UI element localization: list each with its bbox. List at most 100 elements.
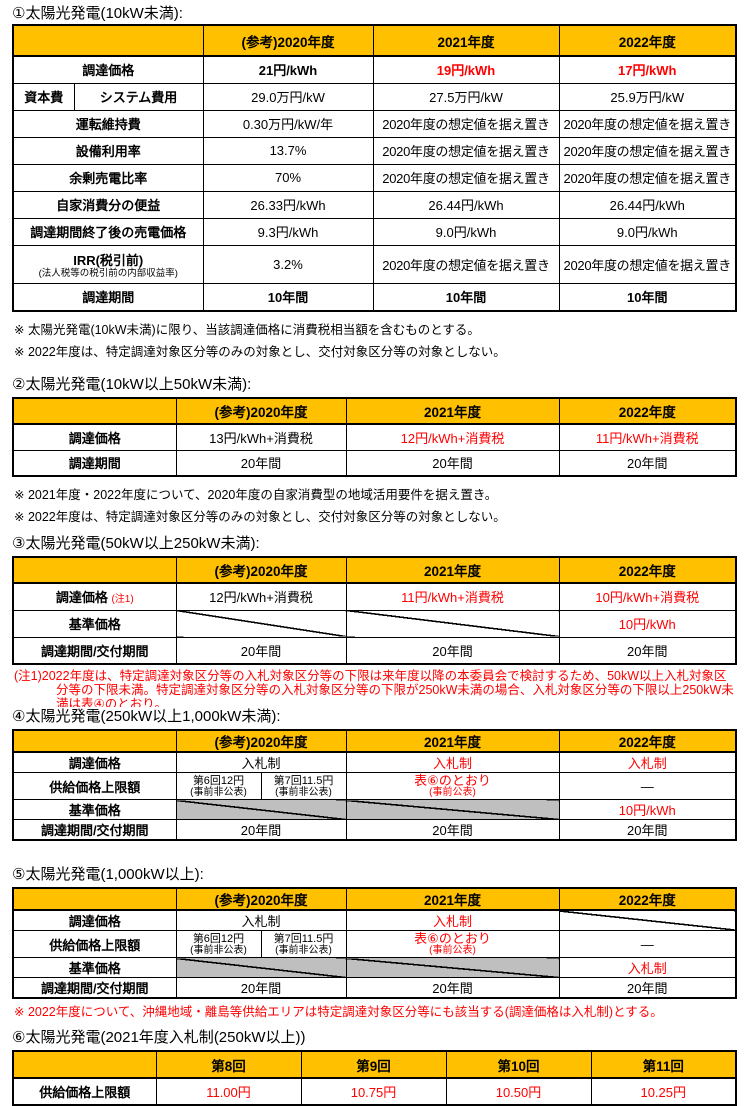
value-cell: 10.25円 — [590, 1077, 737, 1106]
row-procurement-grant-period: 調達期間/交付期間 20年間 20年間 20年間 — [12, 977, 737, 999]
irr-label: IRR(税引前) — [73, 252, 144, 268]
value-cell: 20年間 — [345, 636, 560, 665]
row-label-cell: 調達期間/交付期間 — [12, 819, 177, 841]
value-cell: 2020年度の想定値を据え置き — [558, 244, 737, 284]
row-capital-cost: 資本費 システム費用 29.0万円/kW 27.5万円/kW 25.9万円/kW — [12, 82, 737, 111]
section3-title: ③太陽光発電(50kW以上250kW未満): — [12, 535, 260, 552]
table-header-row: (参考)2020年度 2021年度 2022年度 — [12, 24, 737, 57]
section3-note: (注1)2022年度は、特定調達対象区分等の入札対象区分等の下限は来年度以降の本… — [14, 669, 734, 707]
value-cell: 2020年度の想定値を据え置き — [558, 163, 737, 192]
value-cell: 10年間 — [372, 282, 560, 312]
value-cell: 26.44円/kWh — [558, 190, 737, 219]
section2-notes: ※ 2021年度・2022年度について、2020年度の自家消費型の地域活用要件を… — [14, 485, 735, 528]
crossed-out-gray-cell — [175, 799, 347, 820]
row-supply-price-cap: 供給価格上限額 第6回12円 (事前非公表) 第7回11.5円 (事前非公表) … — [12, 772, 737, 800]
row-base-price: 基準価格 10円/kWh — [12, 799, 737, 820]
row-label-cell: 調達価格 — [12, 751, 177, 773]
value-cell: 12円/kWh+消費税 — [175, 582, 347, 611]
cap-round6-cell: 第6回12円 (事前非公表) — [175, 930, 262, 958]
value-cell: 25.9万円/kW — [558, 82, 737, 111]
row-post-period-price: 調達期間終了後の売電価格 9.3円/kWh 9.0円/kWh 9.0円/kWh — [12, 217, 737, 246]
section5-title: ⑤太陽光発電(1,000kW以上): — [12, 866, 204, 883]
row-label-cell: システム費用 — [73, 82, 204, 111]
value-cell: 21円/kWh — [202, 55, 374, 84]
row-label-cell: 余剰売電比率 — [12, 163, 204, 192]
row-label: 調達価格 — [55, 590, 108, 606]
row-label-cell: 基準価格 — [12, 957, 177, 978]
header-blank-cell — [12, 556, 177, 584]
row-procurement-period: 調達期間 10年間 10年間 10年間 — [12, 282, 737, 312]
row-base-price: 基準価格 10円/kWh — [12, 609, 737, 638]
value-cell: 入札制 — [345, 909, 560, 931]
header-2020: (参考)2020年度 — [202, 24, 374, 57]
value-cell: 入札制 — [345, 751, 560, 773]
value-cell: 20年間 — [558, 977, 737, 999]
note-line: ※ 2021年度・2022年度について、2020年度の自家消費型の地域活用要件を… — [14, 488, 498, 502]
value-cell: 20年間 — [558, 819, 737, 841]
cap-2021-note: (事前公表) — [429, 944, 476, 956]
note-line: ※ 太陽光発電(10kW未満)に限り、当該調達価格に消費税相当額を含むものとする… — [14, 323, 480, 337]
crossed-out-cell — [558, 909, 737, 931]
section1-notes: ※ 太陽光発電(10kW未満)に限り、当該調達価格に消費税相当額を含むものとする… — [14, 320, 735, 363]
table-header-row: 第8回 第9回 第10回 第11回 — [12, 1050, 737, 1079]
row-label-cell: 供給価格上限額 — [12, 1077, 157, 1106]
cap-round7-cell: 第7回11.5円 (事前非公表) — [260, 772, 347, 800]
header-blank-cell — [12, 24, 204, 57]
section5-note: ※ 2022年度について、沖縄地域・離島等供給エリアは特定調達対象区分等にも該当… — [14, 1005, 663, 1019]
cap-2021-note: (事前公表) — [429, 786, 476, 798]
table-header-row: (参考)2020年度 2021年度 2022年度 — [12, 556, 737, 584]
value-cell: 入札制 — [175, 909, 347, 931]
header-2021: 2021年度 — [345, 729, 560, 753]
row-procurement-grant-period: 調達期間/交付期間 20年間 20年間 20年間 — [12, 636, 737, 665]
row-surplus-ratio: 余剰売電比率 70% 2020年度の想定値を据え置き 2020年度の想定値を据え… — [12, 163, 737, 192]
cap-round7: 第7回11.5円 (事前非公表) — [264, 933, 344, 956]
note-line: ※ 2022年度は、特定調達対象区分等のみの対象とし、交付対象区分等の対象としな… — [14, 344, 506, 359]
crossed-out-gray-cell — [345, 957, 560, 978]
row-label-cell: 調達期間終了後の売電価格 — [12, 217, 204, 246]
header-2022: 2022年度 — [558, 887, 737, 911]
value-cell: 19円/kWh — [372, 55, 560, 84]
value-cell: 3.2% — [202, 244, 374, 284]
row-procurement-period: 調達期間 20年間 20年間 20年間 — [12, 449, 737, 477]
table-solar-under-10kw: (参考)2020年度 2021年度 2022年度 調達価格 21円/kWh 19… — [12, 24, 737, 312]
cap-round6-cell: 第6回12円 (事前非公表) — [175, 772, 262, 800]
header-round11: 第11回 — [590, 1050, 737, 1079]
row-label-cell: 基準価格 — [12, 799, 177, 820]
value-cell: 0.30万円/kW/年 — [202, 109, 374, 138]
header-2021: 2021年度 — [372, 24, 560, 57]
header-2022: 2022年度 — [558, 24, 737, 57]
value-cell: 10円/kWh — [558, 799, 737, 820]
value-cell: 12円/kWh+消費税 — [345, 423, 560, 451]
row-irr: IRR(税引前) (法人税等の税引前の内部収益率) 3.2% 2020年度の想定… — [12, 244, 737, 284]
table-2021-auction: 第8回 第9回 第10回 第11回 供給価格上限額 11.00円 10.75円 … — [12, 1050, 737, 1106]
cap-round6-note: (事前非公表) — [190, 786, 247, 798]
row-procurement-price: 調達価格 21円/kWh 19円/kWh 17円/kWh — [12, 55, 737, 84]
row-procurement-price: 調達価格 13円/kWh+消費税 12円/kWh+消費税 11円/kWh+消費税 — [12, 423, 737, 451]
row-label-cell: 基準価格 — [12, 609, 177, 638]
cap-round7-value: 第7回11.5円 — [273, 774, 334, 787]
value-cell: 10.50円 — [445, 1077, 592, 1106]
section4-title: ④太陽光発電(250kW以上1,000kW未満): — [12, 708, 281, 725]
value-cell: 20年間 — [558, 636, 737, 665]
cap-round7-value: 第7回11.5円 — [273, 932, 334, 945]
value-cell: 入札制 — [558, 957, 737, 978]
row-label-cell: 自家消費分の便益 — [12, 190, 204, 219]
irr-sublabel: (法人税等の税引前の内部収益率) — [38, 267, 178, 279]
cap-2021-value: 表⑥のとおり — [414, 930, 491, 946]
value-cell: 入札制 — [558, 751, 737, 773]
cap-round6: 第6回12円 (事前非公表) — [179, 775, 259, 798]
value-cell: 10年間 — [202, 282, 374, 312]
header-2021: 2021年度 — [345, 397, 560, 425]
cap-round6-value: 第6回12円 — [192, 774, 245, 787]
row-label-cell: 調達期間/交付期間 — [12, 636, 177, 665]
cap-2022-cell: — — [558, 772, 737, 800]
value-cell: 20年間 — [345, 449, 560, 477]
cap-round6: 第6回12円 (事前非公表) — [179, 933, 259, 956]
crossed-out-cell — [175, 609, 347, 638]
header-2021: 2021年度 — [345, 556, 560, 584]
cap-2021-cell: 表⑥のとおり (事前公表) — [345, 772, 560, 800]
row-procurement-grant-period: 調達期間/交付期間 20年間 20年間 20年間 — [12, 819, 737, 841]
value-cell: 20年間 — [558, 449, 737, 477]
row-label-cell: 調達価格 — [12, 909, 177, 931]
value-cell: 10年間 — [558, 282, 737, 312]
